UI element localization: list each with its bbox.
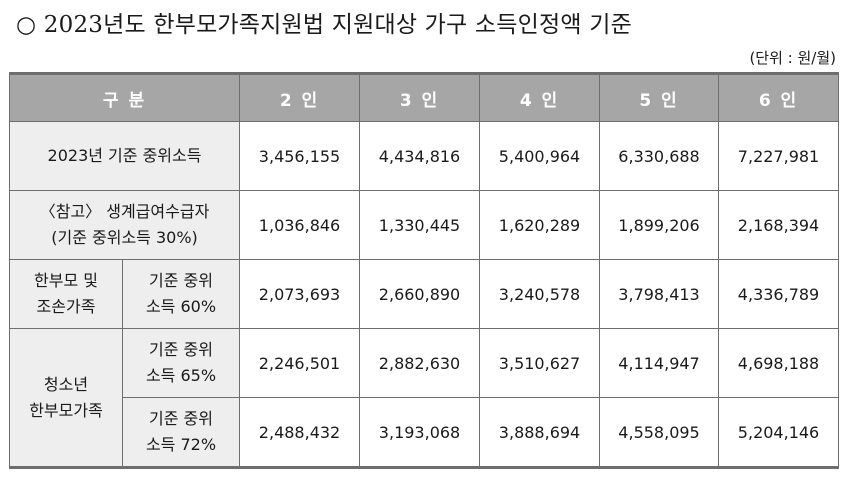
group-label-youth-single-parent: 청소년 한부모가족 bbox=[9, 328, 123, 468]
header-row: 구 분 2 인 3 인 4 인 5 인 6 인 bbox=[8, 73, 840, 122]
cell-value: 4,698,188 bbox=[718, 328, 840, 398]
document-title: ○ 2023년도 한부모가족지원법 지원대상 가구 소득인정액 기준 bbox=[16, 12, 632, 38]
sub-label-65: 기준 중위 소득 65% bbox=[121, 328, 241, 398]
cell-value: 3,193,068 bbox=[359, 397, 481, 468]
row-label-livelihood: 〈참고〉 생계급여수급자 (기준 중위소득 30%) bbox=[8, 190, 241, 260]
group-label-line: 한부모 및 bbox=[34, 271, 98, 290]
sub-label-line: 기준 중위 bbox=[149, 409, 213, 428]
cell-value: 6,330,688 bbox=[599, 121, 720, 191]
cell-value: 2,168,394 bbox=[718, 190, 840, 260]
group-label-line: 한부모가족 bbox=[29, 400, 103, 420]
cell-value: 1,620,289 bbox=[479, 190, 601, 260]
table-row: 기준 중위 소득 72% 2,488,432 3,193,068 3,888,6… bbox=[10, 397, 840, 468]
table-row: 청소년 한부모가족 기준 중위 소득 65% 2,246,501 2,882,6… bbox=[9, 328, 840, 468]
sub-label-line: 소득 65% bbox=[145, 366, 217, 385]
cell-value: 3,456,155 bbox=[239, 121, 361, 191]
cell-value: 2,246,501 bbox=[239, 328, 361, 398]
table-row: 〈참고〉 생계급여수급자 (기준 중위소득 30%) 1,036,846 1,3… bbox=[8, 190, 840, 260]
cell-value: 3,510,627 bbox=[479, 328, 601, 398]
row-label-line: (기준 중위소득 30%) bbox=[51, 228, 198, 247]
unit-label: (단위 : 원/월) bbox=[749, 49, 836, 67]
header-3-persons: 3 인 bbox=[359, 73, 481, 122]
cell-value: 4,114,947 bbox=[599, 328, 720, 398]
sub-label-line: 소득 60% bbox=[145, 297, 217, 316]
cell-value: 3,240,578 bbox=[479, 259, 601, 329]
header-category: 구 분 bbox=[8, 73, 241, 122]
cell-value: 3,798,413 bbox=[599, 259, 720, 329]
header-6-persons: 6 인 bbox=[718, 73, 840, 122]
group-label-line: 조손가족 bbox=[36, 297, 96, 316]
header-2-persons: 2 인 bbox=[239, 73, 361, 122]
sub-label-line: 기준 중위 bbox=[149, 271, 213, 290]
cell-value: 4,336,789 bbox=[718, 259, 840, 329]
cell-value: 5,400,964 bbox=[479, 121, 601, 191]
header-4-persons: 4 인 bbox=[479, 73, 601, 122]
cell-value: 3,888,694 bbox=[479, 397, 601, 468]
table-row: 2023년 기준 중위소득 3,456,155 4,434,816 5,400,… bbox=[8, 121, 840, 191]
cell-value: 2,488,432 bbox=[239, 397, 361, 468]
table-row: 한부모 및 조손가족 기준 중위 소득 60% 2,073,693 2,660,… bbox=[9, 259, 840, 329]
row-label-median-income: 2023년 기준 중위소득 bbox=[8, 121, 241, 191]
sub-label-line: 소득 72% bbox=[145, 435, 217, 454]
cell-value: 5,204,146 bbox=[718, 397, 840, 468]
header-5-persons: 5 인 bbox=[599, 73, 720, 122]
income-criteria-table: 구 분 2 인 3 인 4 인 5 인 6 인 2023년 기준 중위소득 3,… bbox=[8, 72, 840, 469]
group-label-line: 청소년 bbox=[43, 374, 89, 394]
sub-label-line: 기준 중위 bbox=[149, 340, 213, 359]
cell-value: 4,434,816 bbox=[359, 121, 481, 191]
cell-value: 7,227,981 bbox=[718, 121, 840, 191]
cell-value: 1,899,206 bbox=[599, 190, 720, 260]
sub-label-60: 기준 중위 소득 60% bbox=[121, 259, 241, 329]
cell-value: 2,660,890 bbox=[359, 259, 481, 329]
cell-value: 1,330,445 bbox=[359, 190, 481, 260]
sub-label-72: 기준 중위 소득 72% bbox=[121, 397, 241, 468]
cell-value: 2,073,693 bbox=[239, 259, 361, 329]
row-label-line: 〈참고〉 생계급여수급자 bbox=[39, 202, 210, 221]
cell-value: 4,558,095 bbox=[599, 397, 720, 468]
cell-value: 1,036,846 bbox=[239, 190, 361, 260]
cell-value: 2,882,630 bbox=[359, 328, 481, 398]
group-label-single-parent: 한부모 및 조손가족 bbox=[9, 259, 123, 329]
